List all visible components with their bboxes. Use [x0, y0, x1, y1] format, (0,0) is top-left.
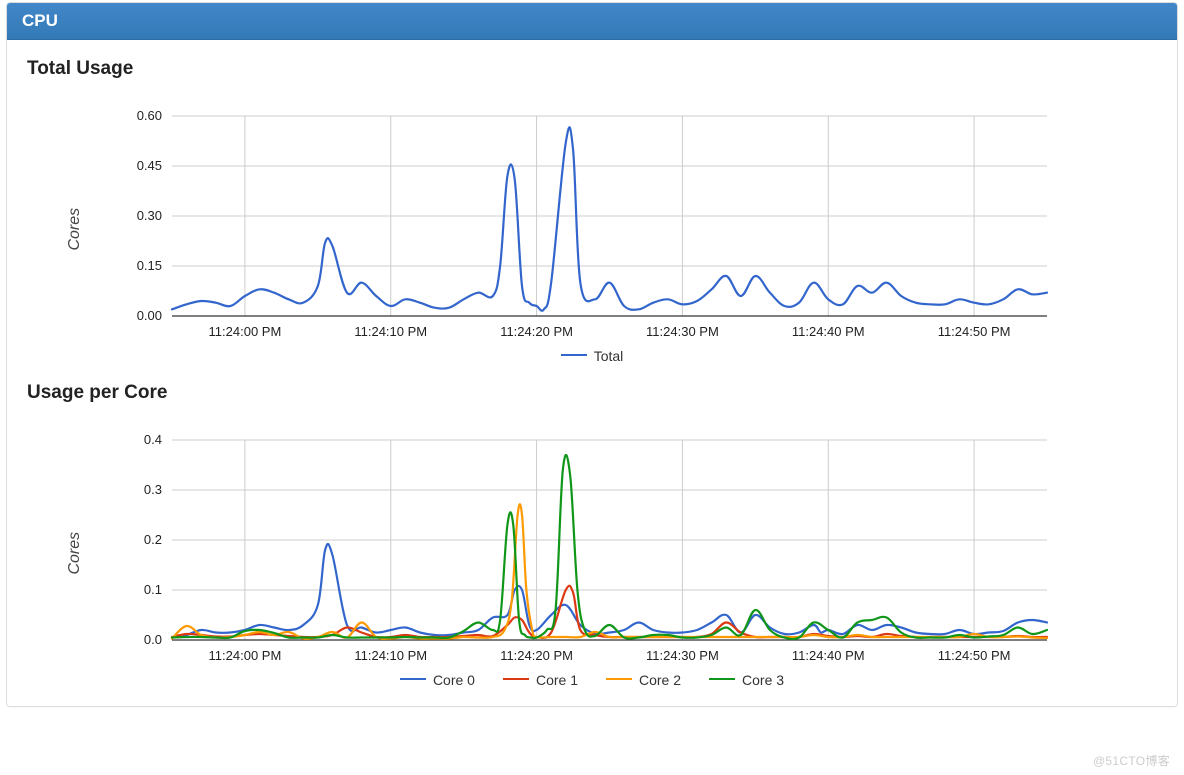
total-usage-title: Total Usage — [27, 58, 1167, 80]
svg-text:11:24:50 PM: 11:24:50 PM — [938, 324, 1011, 339]
panel-heading: CPU — [7, 3, 1177, 40]
svg-text:11:24:40 PM: 11:24:40 PM — [792, 648, 865, 663]
legend-swatch — [606, 678, 632, 680]
legend-swatch — [503, 678, 529, 680]
panel-body: Total Usage Cores 0.00 0.15 0.30 0.45 0.60 11… — [7, 40, 1177, 706]
svg-text:11:24:10 PM: 11:24:10 PM — [354, 648, 427, 663]
per-core-svg: 0.0 0.1 0.2 0.3 0.4 11:24:00 PM 11:24:10 PM 11:… — [17, 422, 1162, 670]
svg-text:11:24:20 PM: 11:24:20 PM — [500, 648, 573, 663]
svg-text:0.4: 0.4 — [144, 432, 162, 447]
svg-text:0.1: 0.1 — [144, 582, 162, 597]
total-usage-chart: Cores 0.00 0.15 0.30 0.45 0.60 11:24:00 PM 11:… — [17, 98, 1167, 364]
per-core-legend: Core 0 Core 1 Core 2 Core 3 — [17, 672, 1167, 688]
svg-text:11:24:50 PM: 11:24:50 PM — [938, 648, 1011, 663]
svg-text:11:24:30 PM: 11:24:30 PM — [646, 324, 719, 339]
svg-text:0.15: 0.15 — [137, 258, 162, 273]
total-usage-svg: 0.00 0.15 0.30 0.45 0.60 11:24:00 PM 11:24:10 … — [17, 98, 1162, 346]
legend-item: Total — [561, 348, 624, 364]
legend-item: Core 3 — [709, 672, 784, 688]
svg-text:0.30: 0.30 — [137, 208, 162, 223]
total-usage-ylabel: Cores — [66, 208, 84, 251]
svg-text:11:24:00 PM: 11:24:00 PM — [209, 648, 282, 663]
svg-text:0.2: 0.2 — [144, 532, 162, 547]
svg-text:11:24:40 PM: 11:24:40 PM — [792, 324, 865, 339]
legend-item: Core 0 — [400, 672, 475, 688]
svg-text:11:24:20 PM: 11:24:20 PM — [500, 324, 573, 339]
legend-swatch — [709, 678, 735, 680]
svg-text:0.60: 0.60 — [137, 108, 162, 123]
legend-swatch — [561, 354, 587, 356]
total-usage-legend: Total — [17, 348, 1167, 364]
watermark: @51CTO博客 — [1093, 752, 1170, 769]
per-core-title: Usage per Core — [27, 382, 1167, 404]
svg-text:11:24:30 PM: 11:24:30 PM — [646, 648, 719, 663]
svg-text:0.0: 0.0 — [144, 632, 162, 647]
legend-swatch — [400, 678, 426, 680]
cpu-panel: CPU Total Usage Cores 0.000.150.300.450.… — [6, 2, 1178, 707]
svg-text:11:24:00 PM: 11:24:00 PM — [209, 324, 282, 339]
per-core-ylabel: Cores — [66, 532, 84, 575]
legend-item: Core 2 — [606, 672, 681, 688]
svg-text:11:24:10 PM: 11:24:10 PM — [354, 324, 427, 339]
legend-item: Core 1 — [503, 672, 578, 688]
svg-text:0.00: 0.00 — [137, 308, 162, 323]
svg-text:0.45: 0.45 — [137, 158, 162, 173]
per-core-chart: Cores 0.0 0.1 0.2 0.3 0.4 11:24:00 PM 11:24:10… — [17, 422, 1167, 688]
svg-text:0.3: 0.3 — [144, 482, 162, 497]
